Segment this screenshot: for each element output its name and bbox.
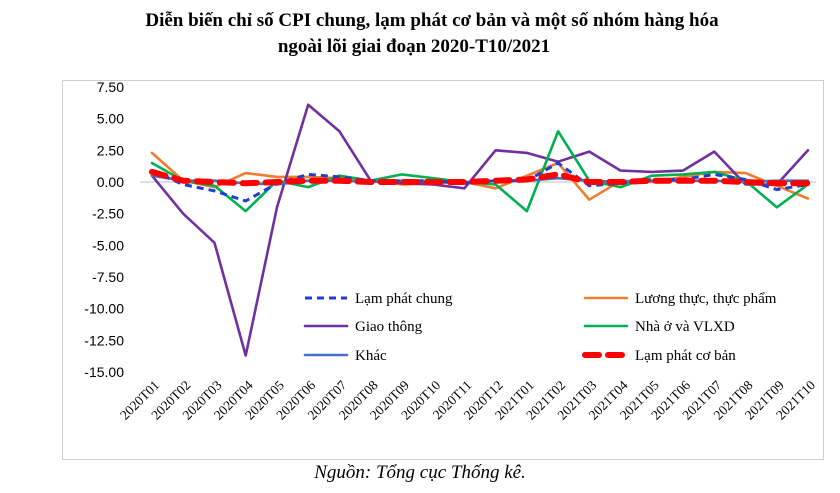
y-tick-label: 0.00 — [97, 174, 124, 190]
y-tick-label: -7.50 — [92, 269, 124, 285]
y-tick-label: -10.00 — [84, 301, 124, 317]
legend-label: Lạm phát cơ bản — [635, 348, 736, 364]
legend-label: Khác — [355, 348, 387, 364]
chart-title-line2: ngoài lõi giai đoạn 2020-T10/2021 — [277, 36, 551, 57]
y-tick-label: -12.50 — [84, 332, 124, 348]
chart-frame — [62, 80, 824, 460]
y-tick-label: -15.00 — [84, 364, 124, 380]
legend-label: Lương thực, thực phẩm — [635, 291, 777, 307]
y-tick-label: -5.00 — [92, 237, 124, 253]
series-line — [149, 168, 811, 187]
legend-label: Lạm phát chung — [355, 291, 453, 307]
y-tick-label: 7.50 — [97, 79, 124, 95]
y-tick-label: 2.50 — [97, 142, 124, 158]
x-axis: 2020T012020T022020T032020T042020T052020T… — [117, 377, 818, 422]
chart-title-line1: Diễn biến chỉ số CPI chung, lạm phát cơ … — [145, 10, 719, 31]
series-line — [150, 103, 810, 357]
y-tick-label: 5.00 — [97, 111, 124, 127]
series-lines — [149, 103, 811, 357]
legend-label: Giao thông — [355, 319, 423, 335]
source-note: Nguồn: Tổng cục Thống kê. — [314, 462, 526, 483]
legend-label: Nhà ở và VLXD — [635, 319, 735, 335]
y-tick-label: -2.50 — [92, 206, 124, 222]
legend: Lạm phát chung Lương thực, thực phẩm Giao … — [303, 291, 777, 364]
